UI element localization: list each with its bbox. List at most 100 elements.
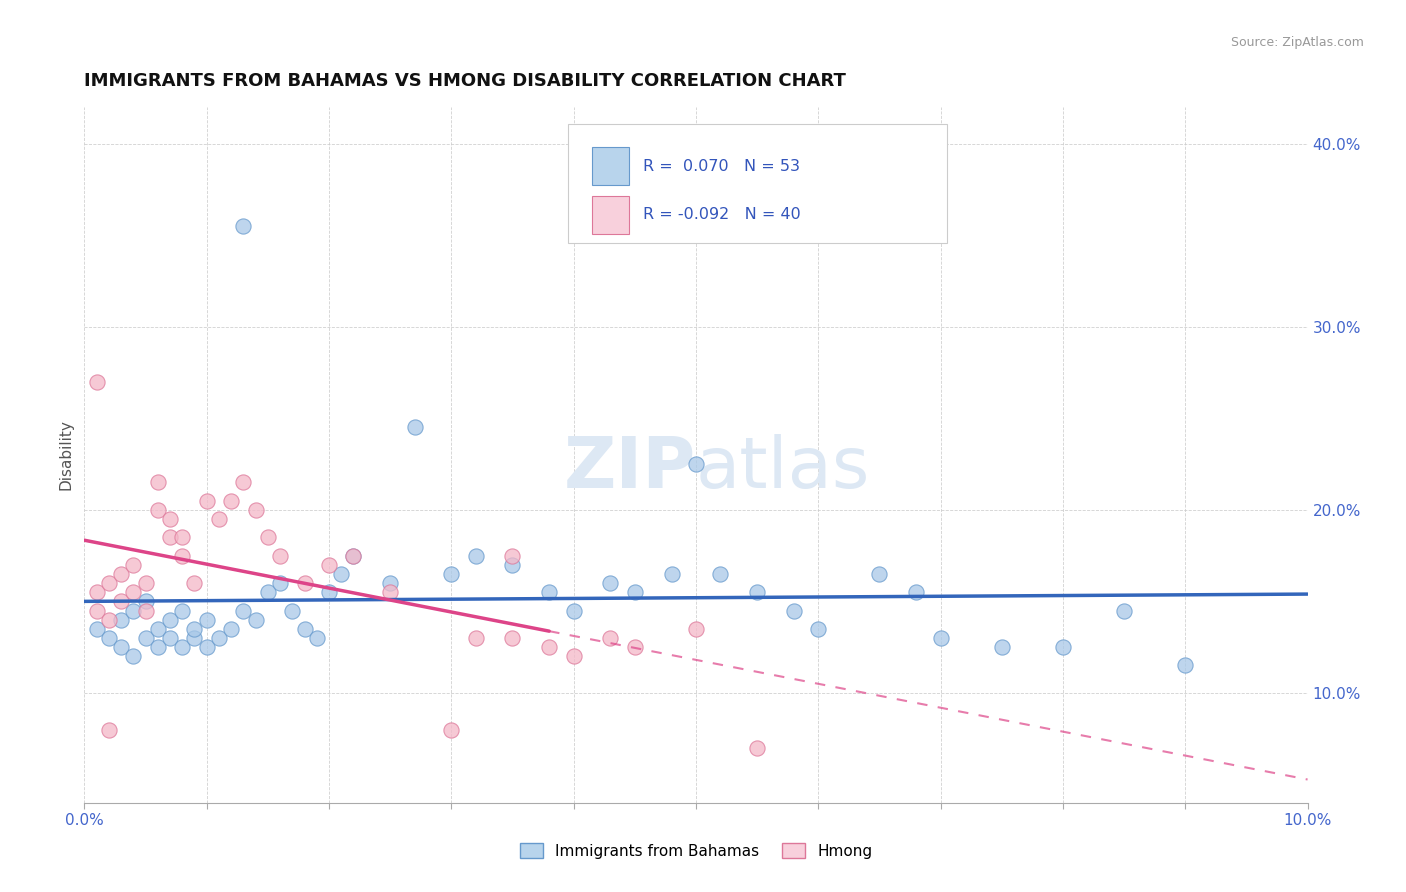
- Point: [905, 585, 928, 599]
- Point: [562, 649, 585, 664]
- Text: R = -0.092   N = 40: R = -0.092 N = 40: [644, 207, 801, 222]
- Point: [245, 613, 267, 627]
- FancyBboxPatch shape: [592, 195, 628, 234]
- Point: [159, 631, 181, 645]
- Point: [1114, 603, 1136, 617]
- Point: [502, 558, 524, 572]
- Point: [146, 640, 169, 655]
- Point: [1052, 640, 1074, 655]
- Point: [380, 576, 402, 591]
- Point: [257, 585, 280, 599]
- Point: [624, 640, 647, 655]
- Point: [183, 631, 205, 645]
- Point: [122, 585, 145, 599]
- Point: [159, 613, 181, 627]
- Point: [245, 503, 267, 517]
- Point: [183, 576, 205, 591]
- Point: [146, 622, 169, 636]
- Text: atlas: atlas: [696, 434, 870, 503]
- Point: [294, 622, 316, 636]
- Point: [97, 613, 120, 627]
- Point: [747, 585, 769, 599]
- Point: [122, 603, 145, 617]
- Text: R =  0.070   N = 53: R = 0.070 N = 53: [644, 159, 800, 174]
- Point: [562, 603, 585, 617]
- Point: [97, 723, 120, 737]
- Point: [380, 585, 402, 599]
- Text: IMMIGRANTS FROM BAHAMAS VS HMONG DISABILITY CORRELATION CHART: IMMIGRANTS FROM BAHAMAS VS HMONG DISABIL…: [84, 72, 846, 90]
- Point: [783, 603, 806, 617]
- Point: [281, 603, 304, 617]
- Point: [440, 723, 463, 737]
- Point: [195, 640, 218, 655]
- Point: [464, 549, 486, 563]
- Point: [232, 219, 254, 233]
- Text: ZIP: ZIP: [564, 434, 696, 503]
- Legend: Immigrants from Bahamas, Hmong: Immigrants from Bahamas, Hmong: [513, 837, 879, 864]
- Point: [747, 740, 769, 755]
- Point: [97, 631, 120, 645]
- Point: [464, 631, 486, 645]
- Point: [305, 631, 328, 645]
- Point: [110, 594, 132, 608]
- Point: [208, 631, 231, 645]
- Point: [318, 558, 340, 572]
- Point: [269, 549, 291, 563]
- Point: [869, 566, 891, 581]
- Point: [342, 549, 364, 563]
- Point: [146, 475, 169, 490]
- FancyBboxPatch shape: [568, 124, 946, 243]
- Point: [183, 622, 205, 636]
- Point: [146, 503, 169, 517]
- Point: [404, 420, 426, 434]
- Text: Source: ZipAtlas.com: Source: ZipAtlas.com: [1230, 36, 1364, 49]
- Point: [110, 640, 132, 655]
- Point: [86, 603, 108, 617]
- Point: [208, 512, 231, 526]
- Point: [135, 594, 157, 608]
- Point: [1174, 658, 1197, 673]
- Point: [538, 640, 561, 655]
- Point: [807, 622, 830, 636]
- Point: [624, 585, 647, 599]
- Point: [661, 566, 683, 581]
- Point: [159, 512, 181, 526]
- Point: [269, 576, 291, 591]
- Point: [318, 585, 340, 599]
- Point: [86, 375, 108, 389]
- Point: [219, 493, 242, 508]
- FancyBboxPatch shape: [592, 147, 628, 186]
- Point: [122, 558, 145, 572]
- Point: [502, 631, 524, 645]
- Point: [122, 649, 145, 664]
- Point: [97, 576, 120, 591]
- Point: [86, 622, 108, 636]
- Point: [599, 631, 621, 645]
- Point: [86, 585, 108, 599]
- Point: [232, 475, 254, 490]
- Point: [538, 585, 561, 599]
- Point: [599, 576, 621, 591]
- Point: [929, 631, 952, 645]
- Point: [172, 530, 194, 544]
- Point: [195, 613, 218, 627]
- Point: [172, 603, 194, 617]
- Point: [685, 622, 707, 636]
- Point: [685, 457, 707, 471]
- Point: [440, 566, 463, 581]
- Y-axis label: Disability: Disability: [58, 419, 73, 491]
- Point: [294, 576, 316, 591]
- Point: [709, 566, 731, 581]
- Point: [342, 549, 364, 563]
- Point: [110, 613, 132, 627]
- Point: [159, 530, 181, 544]
- Point: [232, 603, 254, 617]
- Point: [110, 566, 132, 581]
- Point: [135, 603, 157, 617]
- Point: [172, 640, 194, 655]
- Point: [330, 566, 353, 581]
- Point: [135, 631, 157, 645]
- Point: [195, 493, 218, 508]
- Point: [257, 530, 280, 544]
- Point: [991, 640, 1014, 655]
